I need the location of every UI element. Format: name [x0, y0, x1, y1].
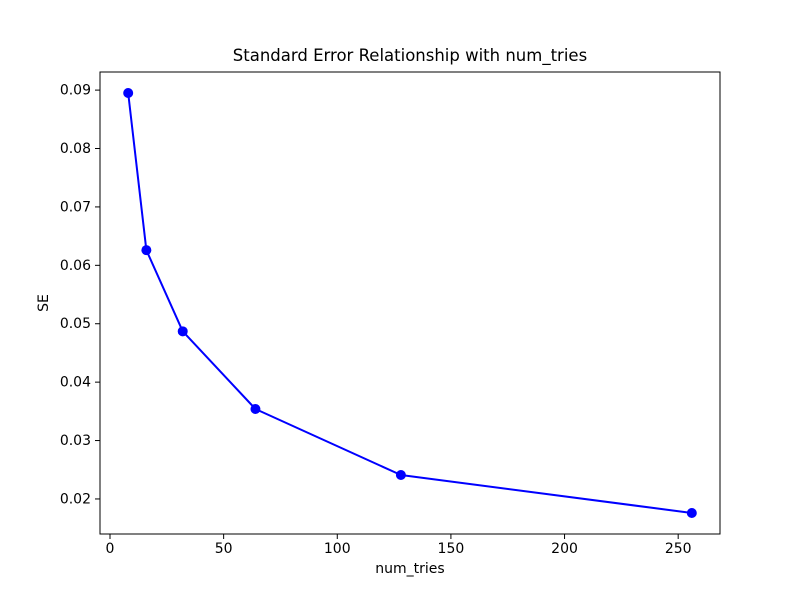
- data-line: [127, 92, 692, 514]
- data-point: [686, 507, 697, 518]
- data-point: [395, 470, 406, 481]
- y-tick-label: 0.03: [60, 433, 91, 449]
- x-tick-label: 0: [106, 541, 115, 557]
- y-tick-label: 0.07: [60, 199, 91, 215]
- data-point: [250, 404, 261, 415]
- x-axis-label: num_tries: [375, 561, 444, 577]
- plot-group: 0 50 100 150 200 250 0.02 0.03 0.04 0.05 0.06 0.07 0…: [60, 71, 721, 557]
- chart-title: Standard Error Relationship with num_tri…: [233, 46, 587, 66]
- y-tick-label: 0.06: [60, 258, 91, 274]
- y-axis-label: SE: [36, 294, 52, 312]
- y-tick-label: 0.08: [60, 141, 91, 157]
- y-tick-label: 0.02: [60, 491, 91, 507]
- x-tick-label: 150: [438, 541, 465, 557]
- x-tick-label: 250: [665, 541, 692, 557]
- y-tick-label: 0.09: [60, 83, 91, 99]
- y-tick-label: 0.04: [60, 375, 91, 391]
- x-tick-label: 200: [551, 541, 578, 557]
- data-point: [123, 88, 134, 99]
- plot-area: [99, 71, 721, 535]
- x-tick-label: 100: [324, 541, 351, 557]
- x-tick-label: 50: [215, 541, 233, 557]
- y-tick-label: 0.05: [60, 316, 91, 332]
- data-point: [141, 245, 152, 256]
- data-point: [177, 326, 188, 337]
